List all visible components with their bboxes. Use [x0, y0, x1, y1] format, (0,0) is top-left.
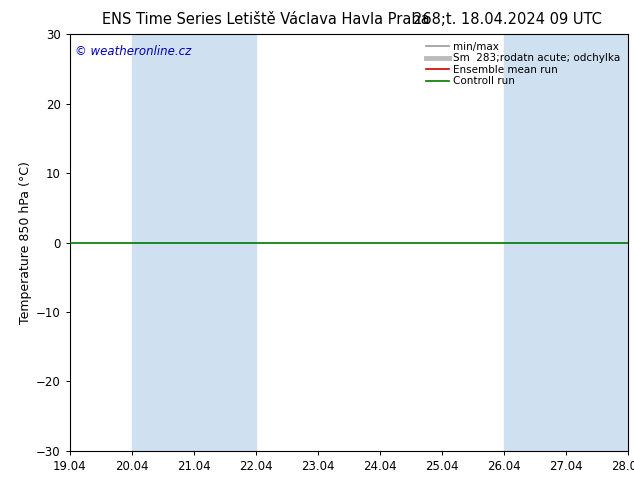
Bar [132, 34, 256, 451]
Text: © weatheronline.cz: © weatheronline.cz [75, 45, 191, 58]
Y-axis label: Temperature 850 hPa (°C): Temperature 850 hPa (°C) [19, 161, 32, 324]
Legend: min/max, Sm  283;rodatn acute; odchylka, Ensemble mean run, Controll run: min/max, Sm 283;rodatn acute; odchylka, … [424, 40, 623, 88]
Text: 268;t. 18.04.2024 09 UTC: 268;t. 18.04.2024 09 UTC [413, 12, 602, 27]
Text: ENS Time Series Letiště Václava Havla Praha: ENS Time Series Letiště Václava Havla Pr… [103, 12, 430, 27]
Bar [503, 34, 634, 451]
